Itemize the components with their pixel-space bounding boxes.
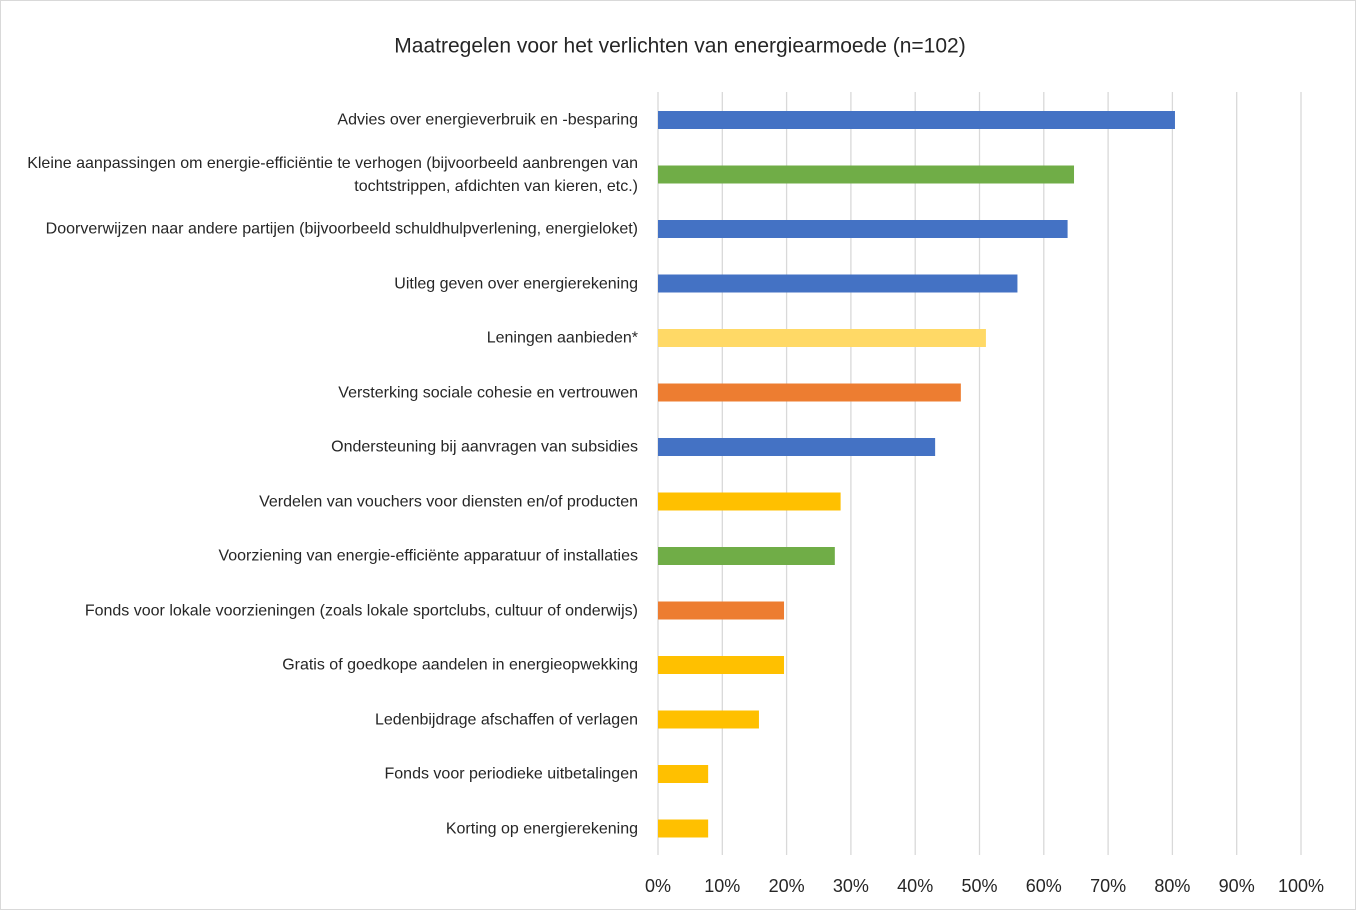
- x-tick-label: 10%: [704, 876, 740, 896]
- chart-title: Maatregelen voor het verlichten van ener…: [394, 35, 965, 58]
- bar: [658, 165, 1075, 184]
- y-tick-label: Ondersteuning bij aanvragen van subsidie…: [331, 438, 638, 456]
- x-tick-label: 80%: [1154, 876, 1190, 896]
- bar: [658, 765, 709, 783]
- x-tick-label: 100%: [1278, 876, 1324, 896]
- bar: [658, 438, 936, 456]
- y-tick-label: Gratis of goedkope aandelen in energieop…: [282, 656, 638, 674]
- y-tick-label: Fonds voor periodieke uitbetalingen: [384, 765, 639, 783]
- bar: [658, 656, 785, 674]
- x-tick-label: 70%: [1090, 876, 1126, 896]
- x-tick-label: 50%: [961, 876, 997, 896]
- y-tick-label: Kleine aanpassingen om energie-efficiënt…: [27, 154, 638, 195]
- x-tick-label: 60%: [1026, 876, 1062, 896]
- y-tick-label: Korting op energierekening: [445, 820, 638, 837]
- y-tick-label: Voorziening van energie-efficiënte appar…: [218, 547, 638, 565]
- bar: [658, 601, 785, 620]
- bar: [658, 710, 759, 729]
- bar: [658, 274, 1018, 293]
- y-tick-label: Verdelen van vouchers voor diensten en/o…: [259, 493, 638, 510]
- y-tick-label: Ledenbijdrage afschaffen of verlagen: [374, 711, 638, 728]
- y-tick-label: Leningen aanbieden*: [486, 329, 638, 347]
- bar: [658, 547, 835, 565]
- x-tick-label: 30%: [833, 876, 869, 896]
- bar: [658, 220, 1068, 238]
- y-tick-label: Doorverwijzen naar andere partijen (bijv…: [45, 220, 638, 238]
- x-tick-label: 90%: [1219, 876, 1255, 896]
- bar: [658, 492, 841, 511]
- y-tick-label: Versterking sociale cohesie en vertrouwe…: [338, 384, 638, 401]
- y-tick-label: Fonds voor lokale voorzieningen (zoals l…: [84, 602, 638, 619]
- x-tick-label: 20%: [769, 876, 805, 896]
- bar: [658, 383, 961, 402]
- bar: [658, 329, 986, 347]
- bar: [658, 819, 709, 838]
- x-tick-label: 40%: [897, 876, 933, 896]
- bar: [658, 111, 1175, 129]
- x-tick-label: 0%: [645, 876, 671, 896]
- y-tick-label: Advies over energieverbruik en -besparin…: [337, 111, 638, 129]
- y-tick-label: Uitleg geven over energierekening: [394, 275, 638, 292]
